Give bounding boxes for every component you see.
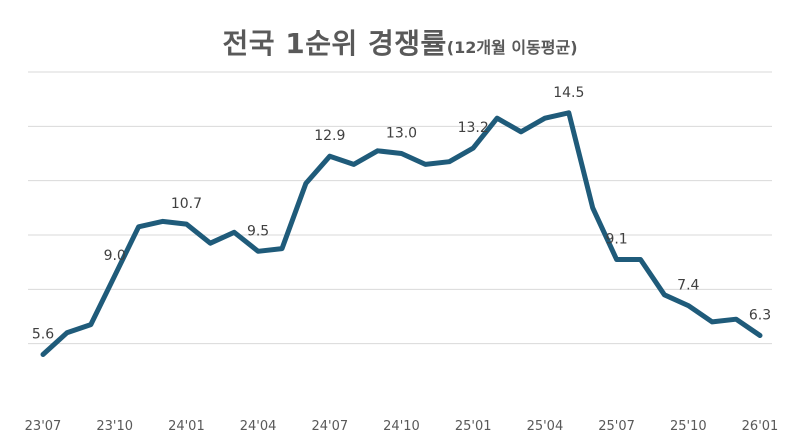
data-label: 5.6 [32,327,54,343]
series-line [40,110,763,357]
x-tick-label: 25'10 [670,419,707,434]
series-line-layer [40,110,763,357]
data-label: 14.5 [553,85,584,101]
data-label: 9.1 [605,231,627,247]
data-label: 12.9 [314,128,345,144]
data-label: 6.3 [749,308,771,324]
data-label: 13.2 [458,120,489,136]
x-tick-label: 23'07 [25,419,62,434]
chart-title: 전국 1순위 경쟁률(12개월 이동평균) [0,22,800,62]
data-label: 10.7 [171,196,202,212]
data-labels: 5.6 9.0 10.7 9.5 12.9 13.0 13.2 14.5 9.1 7.4 6.3 [32,85,771,343]
x-tick-label: 23'10 [96,419,133,434]
data-label: 7.4 [677,278,699,294]
x-tick-label: 24'01 [168,419,205,434]
x-tick-label: 25'07 [598,419,635,434]
data-label: 9.0 [104,248,126,264]
x-tick-label: 25'01 [455,419,492,434]
data-label: 13.0 [386,126,417,142]
x-tick-label: 25'04 [527,419,564,434]
x-tick-label: 24'07 [311,419,348,434]
data-label: 9.5 [247,223,269,239]
x-axis-tick-labels: 23'07 23'10 24'01 24'04 24'07 24'10 25'01 25'04… [25,419,779,434]
x-tick-label: 24'10 [383,419,420,434]
x-tick-label: 24'04 [240,419,277,434]
chart-title-main: 전국 1순위 경쟁률 [222,27,447,60]
gridlines [28,71,772,345]
chart-title-subtitle: (12개월 이동평균) [446,38,578,57]
x-tick-label: 26'01 [742,419,779,434]
